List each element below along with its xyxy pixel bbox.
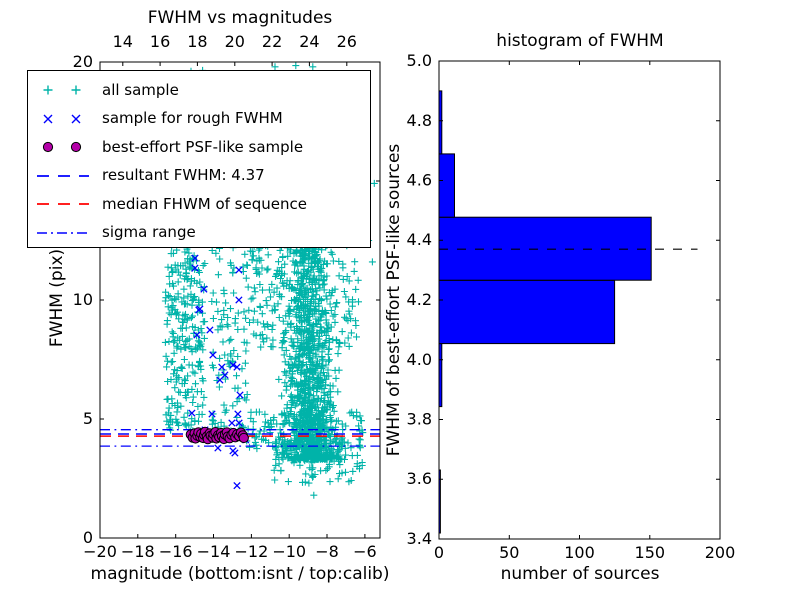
right-chart-title: histogram of FWHM: [496, 31, 664, 51]
right-yaxis-label: FWHM of best-effort PSF-like sources: [384, 143, 404, 457]
ytick-label: 4.8: [407, 111, 432, 130]
ytick-label: 5: [83, 409, 93, 428]
histogram-bar: [438, 279, 616, 345]
histogram-bar: [438, 153, 455, 218]
x-icon: [43, 114, 81, 124]
legend-item-best-effort-psf-like-sample: best-effort PSF-like sample: [28, 133, 370, 162]
ytick-label: 0: [83, 528, 93, 547]
psf-sample-marker: [238, 432, 249, 444]
axis-ticks: [99, 60, 721, 540]
xtick-label: −10: [272, 542, 306, 561]
xtick-label: −12: [235, 542, 269, 561]
right-xaxis-label: number of sources: [500, 564, 660, 584]
xtick-label: 100: [564, 543, 595, 562]
xtick-label: 50: [499, 543, 519, 562]
legend: all sample sample for rough FWHM best-effo…: [27, 70, 371, 248]
xtick-label: −6: [353, 542, 377, 561]
legend-item-label: sample for rough FWHM: [102, 109, 283, 128]
xtick-label: 150: [635, 543, 666, 562]
circle-icon: [42, 142, 82, 153]
ytick-label: 5.0: [407, 51, 432, 70]
ytick-label: 4.4: [407, 230, 432, 249]
plus-icon: [43, 85, 81, 95]
legend-item-label: best-effort PSF-like sample: [102, 137, 304, 156]
legend-item-all-sample: all sample: [28, 76, 370, 105]
xtick-label: −18: [121, 542, 155, 561]
legend-item-label: resultant FWHM: 4.37: [102, 166, 265, 185]
ytick-label: 4.2: [407, 290, 432, 309]
top-xtick-label: 22: [262, 32, 282, 51]
ytick-label: 4.6: [407, 171, 432, 190]
histogram-bar: [438, 216, 652, 281]
xtick-label: −20: [83, 542, 117, 561]
right-plot-area: [438, 90, 698, 534]
ytick-label: 3.8: [407, 410, 432, 429]
ytick-label: 3.6: [407, 469, 432, 488]
xtick-label: −8: [315, 542, 339, 561]
top-xtick-label: 16: [150, 32, 170, 51]
ytick-label: 20: [73, 52, 93, 71]
legend-item-label: sigma range: [102, 223, 196, 242]
ytick-label: 3.4: [407, 529, 432, 548]
legend-item-median-fhwm-of-sequence: median FHWM of sequence: [28, 190, 370, 219]
top-xtick-label: 20: [225, 32, 245, 51]
xtick-label: 200: [705, 543, 736, 562]
xtick-label: −14: [197, 542, 231, 561]
dashed-line-icon: [37, 203, 89, 206]
left-xaxis-label: magnitude (bottom:isnt / top:calib): [90, 564, 390, 584]
left-plot-area: [100, 62, 380, 499]
top-xtick-label: 24: [299, 32, 319, 51]
top-xtick-label: 14: [113, 32, 133, 51]
left-yaxis-label: FWHM (pix): [47, 248, 67, 348]
ytick-label: 10: [73, 290, 93, 309]
top-xtick-label: 18: [187, 32, 207, 51]
left-chart-title: FWHM vs magnitudes: [147, 8, 333, 28]
legend-item-label: all sample: [102, 80, 179, 99]
legend-item-label: median FHWM of sequence: [102, 194, 307, 213]
legend-item-resultant-fwhm-4-37: resultant FWHM: 4.37: [28, 162, 370, 191]
dashed-line-icon: [37, 174, 89, 177]
xtick-label: 0: [434, 543, 444, 562]
legend-item-sample-for-rough-fwhm: sample for rough FWHM: [28, 105, 370, 134]
top-xtick-label: 26: [337, 32, 357, 51]
xtick-label: −16: [159, 542, 193, 561]
dashdot-line-icon: [37, 232, 89, 234]
ytick-label: 4.0: [407, 350, 432, 369]
legend-item-sigma-range: sigma range: [28, 219, 370, 248]
